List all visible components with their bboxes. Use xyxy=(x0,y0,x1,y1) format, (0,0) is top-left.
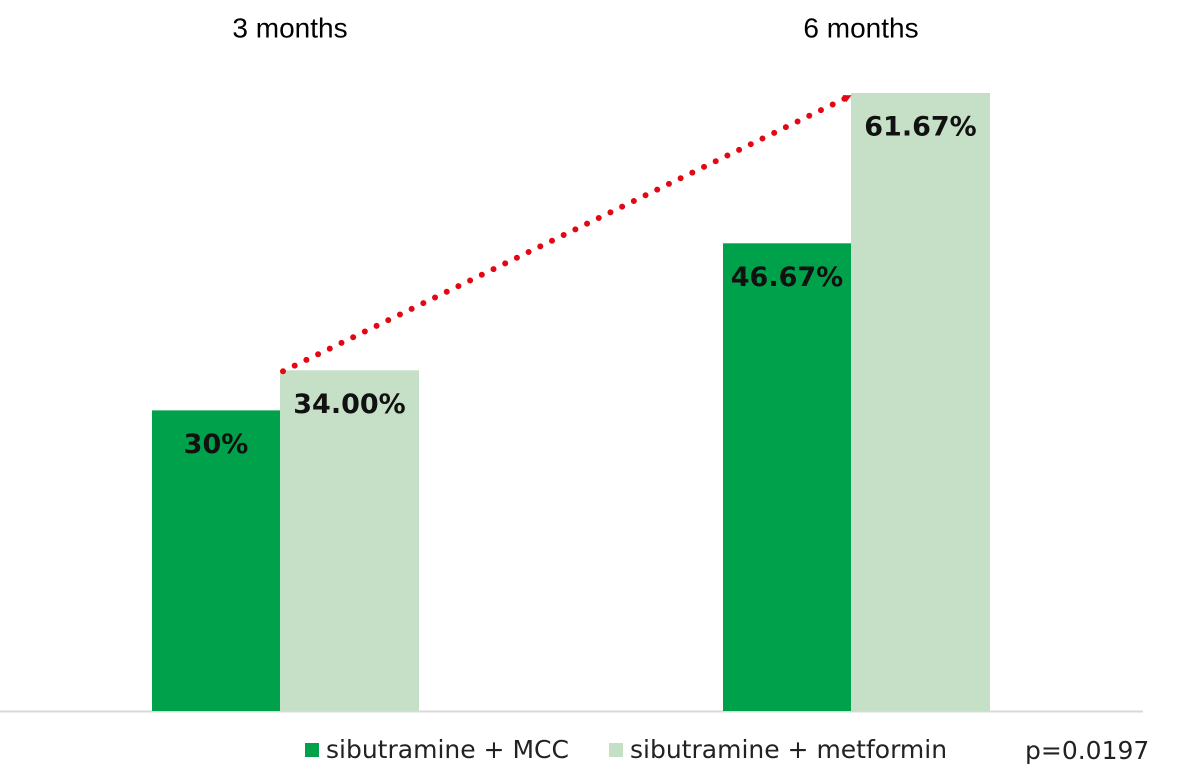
bar xyxy=(152,410,280,711)
trend-arrow xyxy=(280,94,852,375)
value-label: 34.00% xyxy=(293,389,405,420)
category-label: 6 months xyxy=(803,12,918,43)
legend-label: sibutramine + metformin xyxy=(630,735,947,764)
value-label: 30% xyxy=(184,429,249,460)
legend-swatch xyxy=(305,743,319,757)
value-label: 46.67% xyxy=(731,262,843,293)
bar xyxy=(851,93,990,711)
bar xyxy=(280,370,419,711)
legend-swatch xyxy=(609,743,623,757)
annotation: p=0.0197 xyxy=(1025,736,1149,765)
value-label: 61.67% xyxy=(864,112,976,143)
legend-label: sibutramine + MCC xyxy=(326,735,569,764)
bar xyxy=(723,243,851,711)
category-label: 3 months xyxy=(232,12,347,43)
